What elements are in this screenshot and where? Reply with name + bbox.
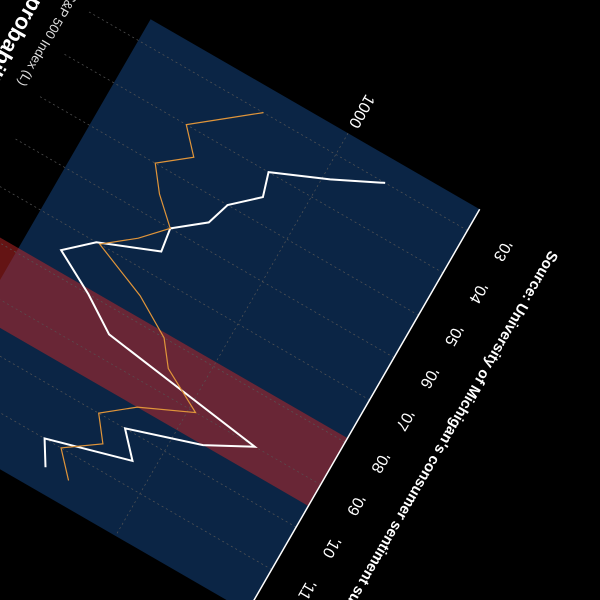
x-tick-label: '09	[343, 492, 368, 519]
shaded-band	[0, 218, 348, 506]
x-tick-label: '10	[318, 534, 343, 561]
grid-line	[61, 52, 444, 274]
grid-line	[0, 179, 370, 401]
x-tick-label: '05	[441, 322, 466, 349]
grid-line	[0, 222, 346, 443]
x-tick-label: '04	[465, 280, 490, 307]
rotated-chart: '03'04'05'06'07'08'09'10'111000ent proba…	[0, 0, 561, 600]
grid-line	[0, 306, 297, 528]
grid-line	[0, 264, 321, 486]
x-axis	[246, 208, 481, 600]
x-tick-label: '07	[392, 407, 417, 434]
grid-line	[12, 137, 395, 358]
series-line	[43, 171, 386, 468]
x-tick-label: '11	[294, 577, 319, 600]
x-tick-label: '08	[367, 449, 392, 476]
y-tick-label: 1000	[345, 91, 378, 130]
plot-area	[0, 19, 480, 600]
series-line	[60, 112, 264, 481]
grid-line	[86, 10, 468, 231]
x-tick-label: '03	[490, 237, 515, 264]
x-tick-label: '06	[416, 364, 441, 391]
grid-line	[0, 349, 272, 570]
